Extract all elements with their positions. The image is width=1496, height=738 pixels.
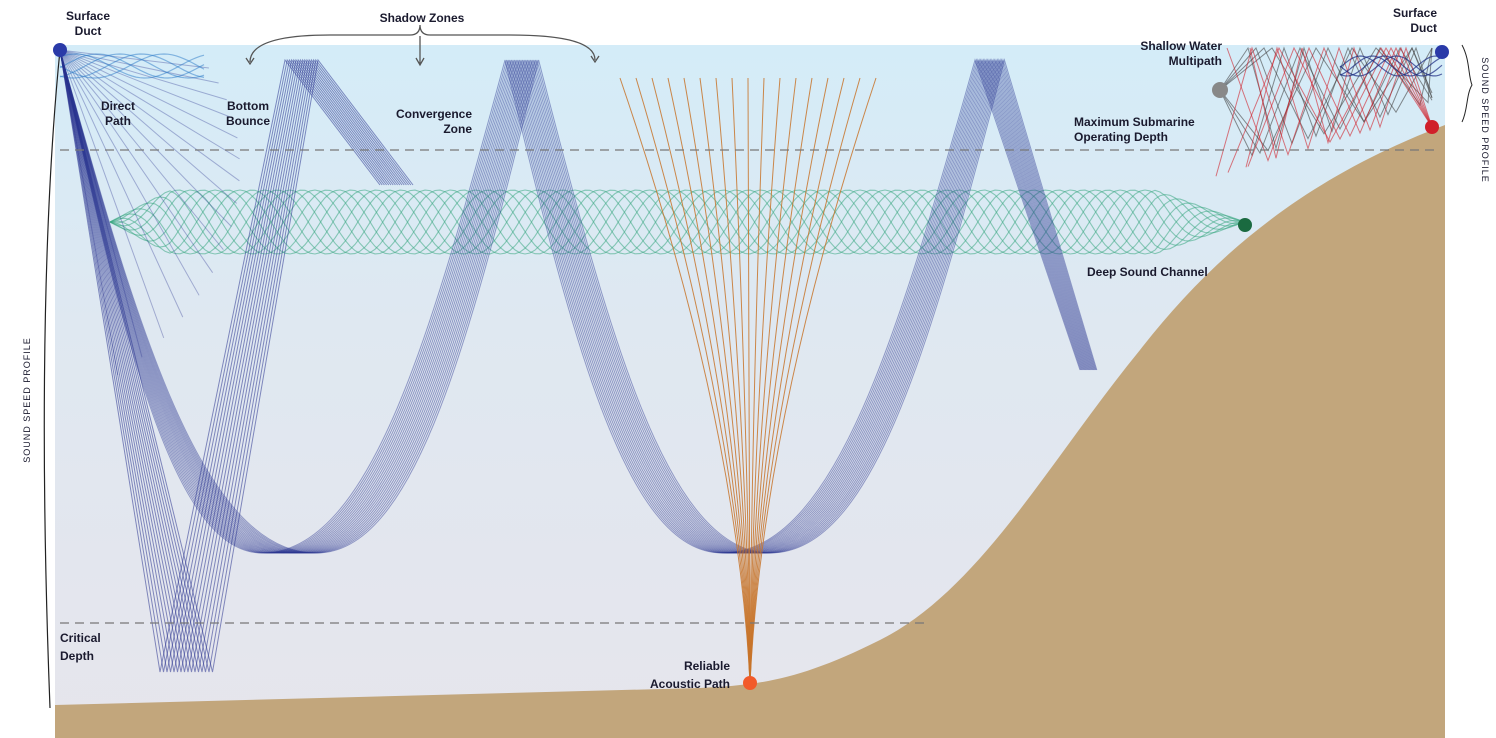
axis-label: SOUND SPEED PROFILE — [1480, 57, 1490, 183]
label: Deep Sound Channel — [1087, 265, 1208, 279]
source-rap — [743, 676, 757, 690]
source-surface-right — [1435, 45, 1449, 59]
axis-label: SOUND SPEED PROFILE — [22, 337, 32, 463]
source-channel — [1238, 218, 1252, 232]
diagram: SurfaceDuct DirectPath Shadow Zones Bott… — [0, 0, 1496, 738]
source-red — [1425, 120, 1439, 134]
source-shallow — [1212, 82, 1228, 98]
source-surface-left — [53, 43, 67, 57]
label: Shadow Zones — [380, 11, 465, 25]
sound-speed-profile-bracket — [1462, 45, 1472, 122]
